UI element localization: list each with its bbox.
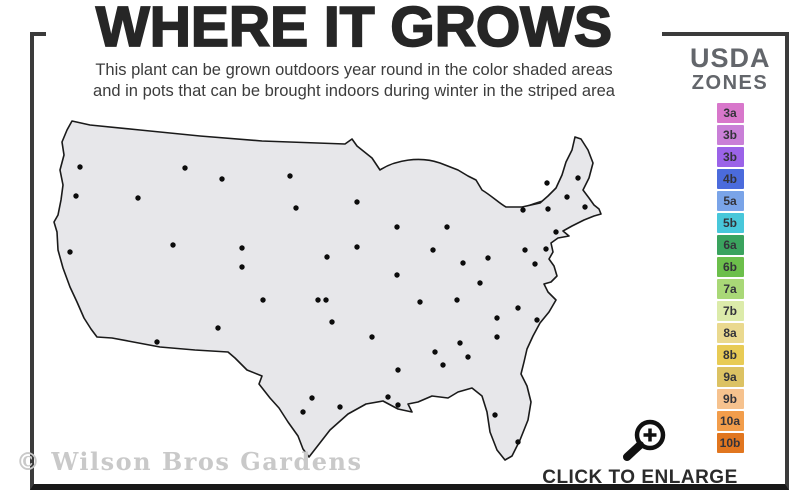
- legend-swatch-3b-1: 3b: [716, 125, 744, 145]
- legend-swatch-9a-12: 9a: [716, 367, 744, 387]
- subtitle-line-2: and in pots that can be brought indoors …: [93, 82, 615, 100]
- usda-zones-legend: USDA ZONES 3a 3b 3b 4b 5a 5b 6a 6b 7a 7b 8a 8b 9a 9b 1…: [690, 44, 770, 453]
- legend-swatch-10b-15: 10b: [716, 433, 744, 453]
- legend-swatch-3b-2: 3b: [716, 147, 744, 167]
- legend-swatch-4b-3: 4b: [716, 169, 744, 189]
- legend-swatch-6b-7: 6b: [716, 257, 744, 277]
- legend-swatch-5b-5: 5b: [716, 213, 744, 233]
- enlarge-button[interactable]: CLICK TO ENLARGE: [535, 414, 745, 489]
- legend-heading-usda: USDA: [690, 43, 771, 73]
- subtitle-line-1: This plant can be grown outdoors year ro…: [95, 61, 613, 79]
- legend-swatch-5a-4: 5a: [716, 191, 744, 211]
- legend-swatch-8b-11: 8b: [716, 345, 744, 365]
- magnifier-plus-icon: [623, 419, 666, 461]
- page-title: WHERE IT GROWS: [46, 0, 662, 59]
- enlarge-button-label: CLICK TO ENLARGE: [542, 467, 738, 488]
- subtitle: This plant can be grown outdoors year ro…: [40, 60, 668, 102]
- legend-swatch-6a-6: 6a: [716, 235, 744, 255]
- legend-swatch-7b-9: 7b: [716, 301, 744, 321]
- legend-swatch-3a-0: 3a: [716, 103, 744, 123]
- legend-heading-zones: ZONES: [691, 72, 769, 94]
- city-dots: [67, 164, 588, 445]
- watermark: © Wilson Bros Gardens: [16, 447, 363, 476]
- legend-swatch-10a-14: 10a: [716, 411, 744, 431]
- legend-swatch-list: 3a 3b 3b 4b 5a 5b 6a 6b 7a 7b 8a 8b 9a 9b 10a 10b: [690, 103, 770, 453]
- legend-swatch-7a-8: 7a: [716, 279, 744, 299]
- legend-swatch-9b-13: 9b: [716, 389, 744, 409]
- legend-swatch-8a-10: 8a: [716, 323, 744, 343]
